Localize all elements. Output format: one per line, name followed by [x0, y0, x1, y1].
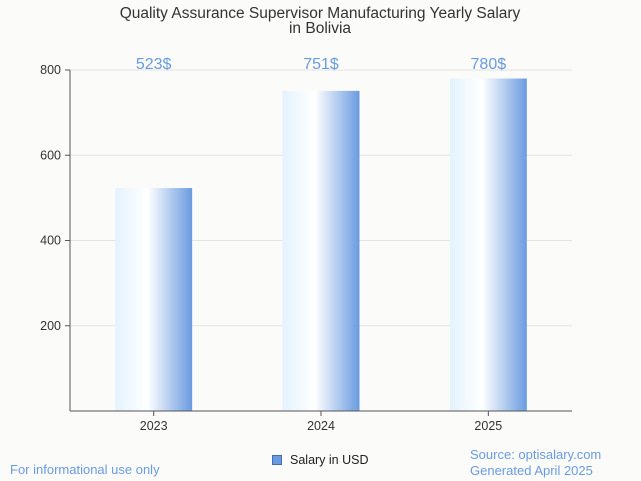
- bar-2023: [115, 188, 193, 411]
- chart-legend: Salary in USD: [272, 453, 369, 467]
- y-tick-label-400: 400: [40, 234, 61, 248]
- legend-label-salary: Salary in USD: [290, 453, 369, 467]
- axes: [69, 70, 572, 412]
- y-tick-label-600: 600: [40, 148, 61, 162]
- x-tick-label-2024: 2024: [307, 419, 335, 433]
- y-tick-label-200: 200: [40, 319, 61, 333]
- informational-note: For informational use only: [10, 462, 160, 477]
- x-tick-label-2025: 2025: [474, 419, 502, 433]
- bars: [115, 78, 527, 412]
- generated-date-text: Generated April 2025: [470, 463, 593, 478]
- bar-2025: [449, 78, 527, 412]
- source-text: Source: optisalary.com: [470, 447, 602, 462]
- labels: 200 400 600 800 2023 523$ 2024 751$ 2025 780$: [40, 56, 506, 433]
- chart-title-line-1: Quality Assurance Supervisor Manufacturi…: [120, 5, 521, 22]
- x-tick-label-2023: 2023: [140, 419, 168, 433]
- y-tick-label-800: 800: [40, 63, 61, 77]
- data-label-2024: 751$: [303, 56, 339, 73]
- chart-title-line-2: in Bolivia: [289, 20, 351, 37]
- source-block: Source: optisalary.com Generated April 2…: [470, 447, 601, 479]
- data-label-2023: 523$: [136, 56, 172, 73]
- data-label-2025: 780$: [471, 56, 507, 73]
- legend-swatch-salary: [272, 455, 282, 465]
- bar-2024: [282, 90, 360, 411]
